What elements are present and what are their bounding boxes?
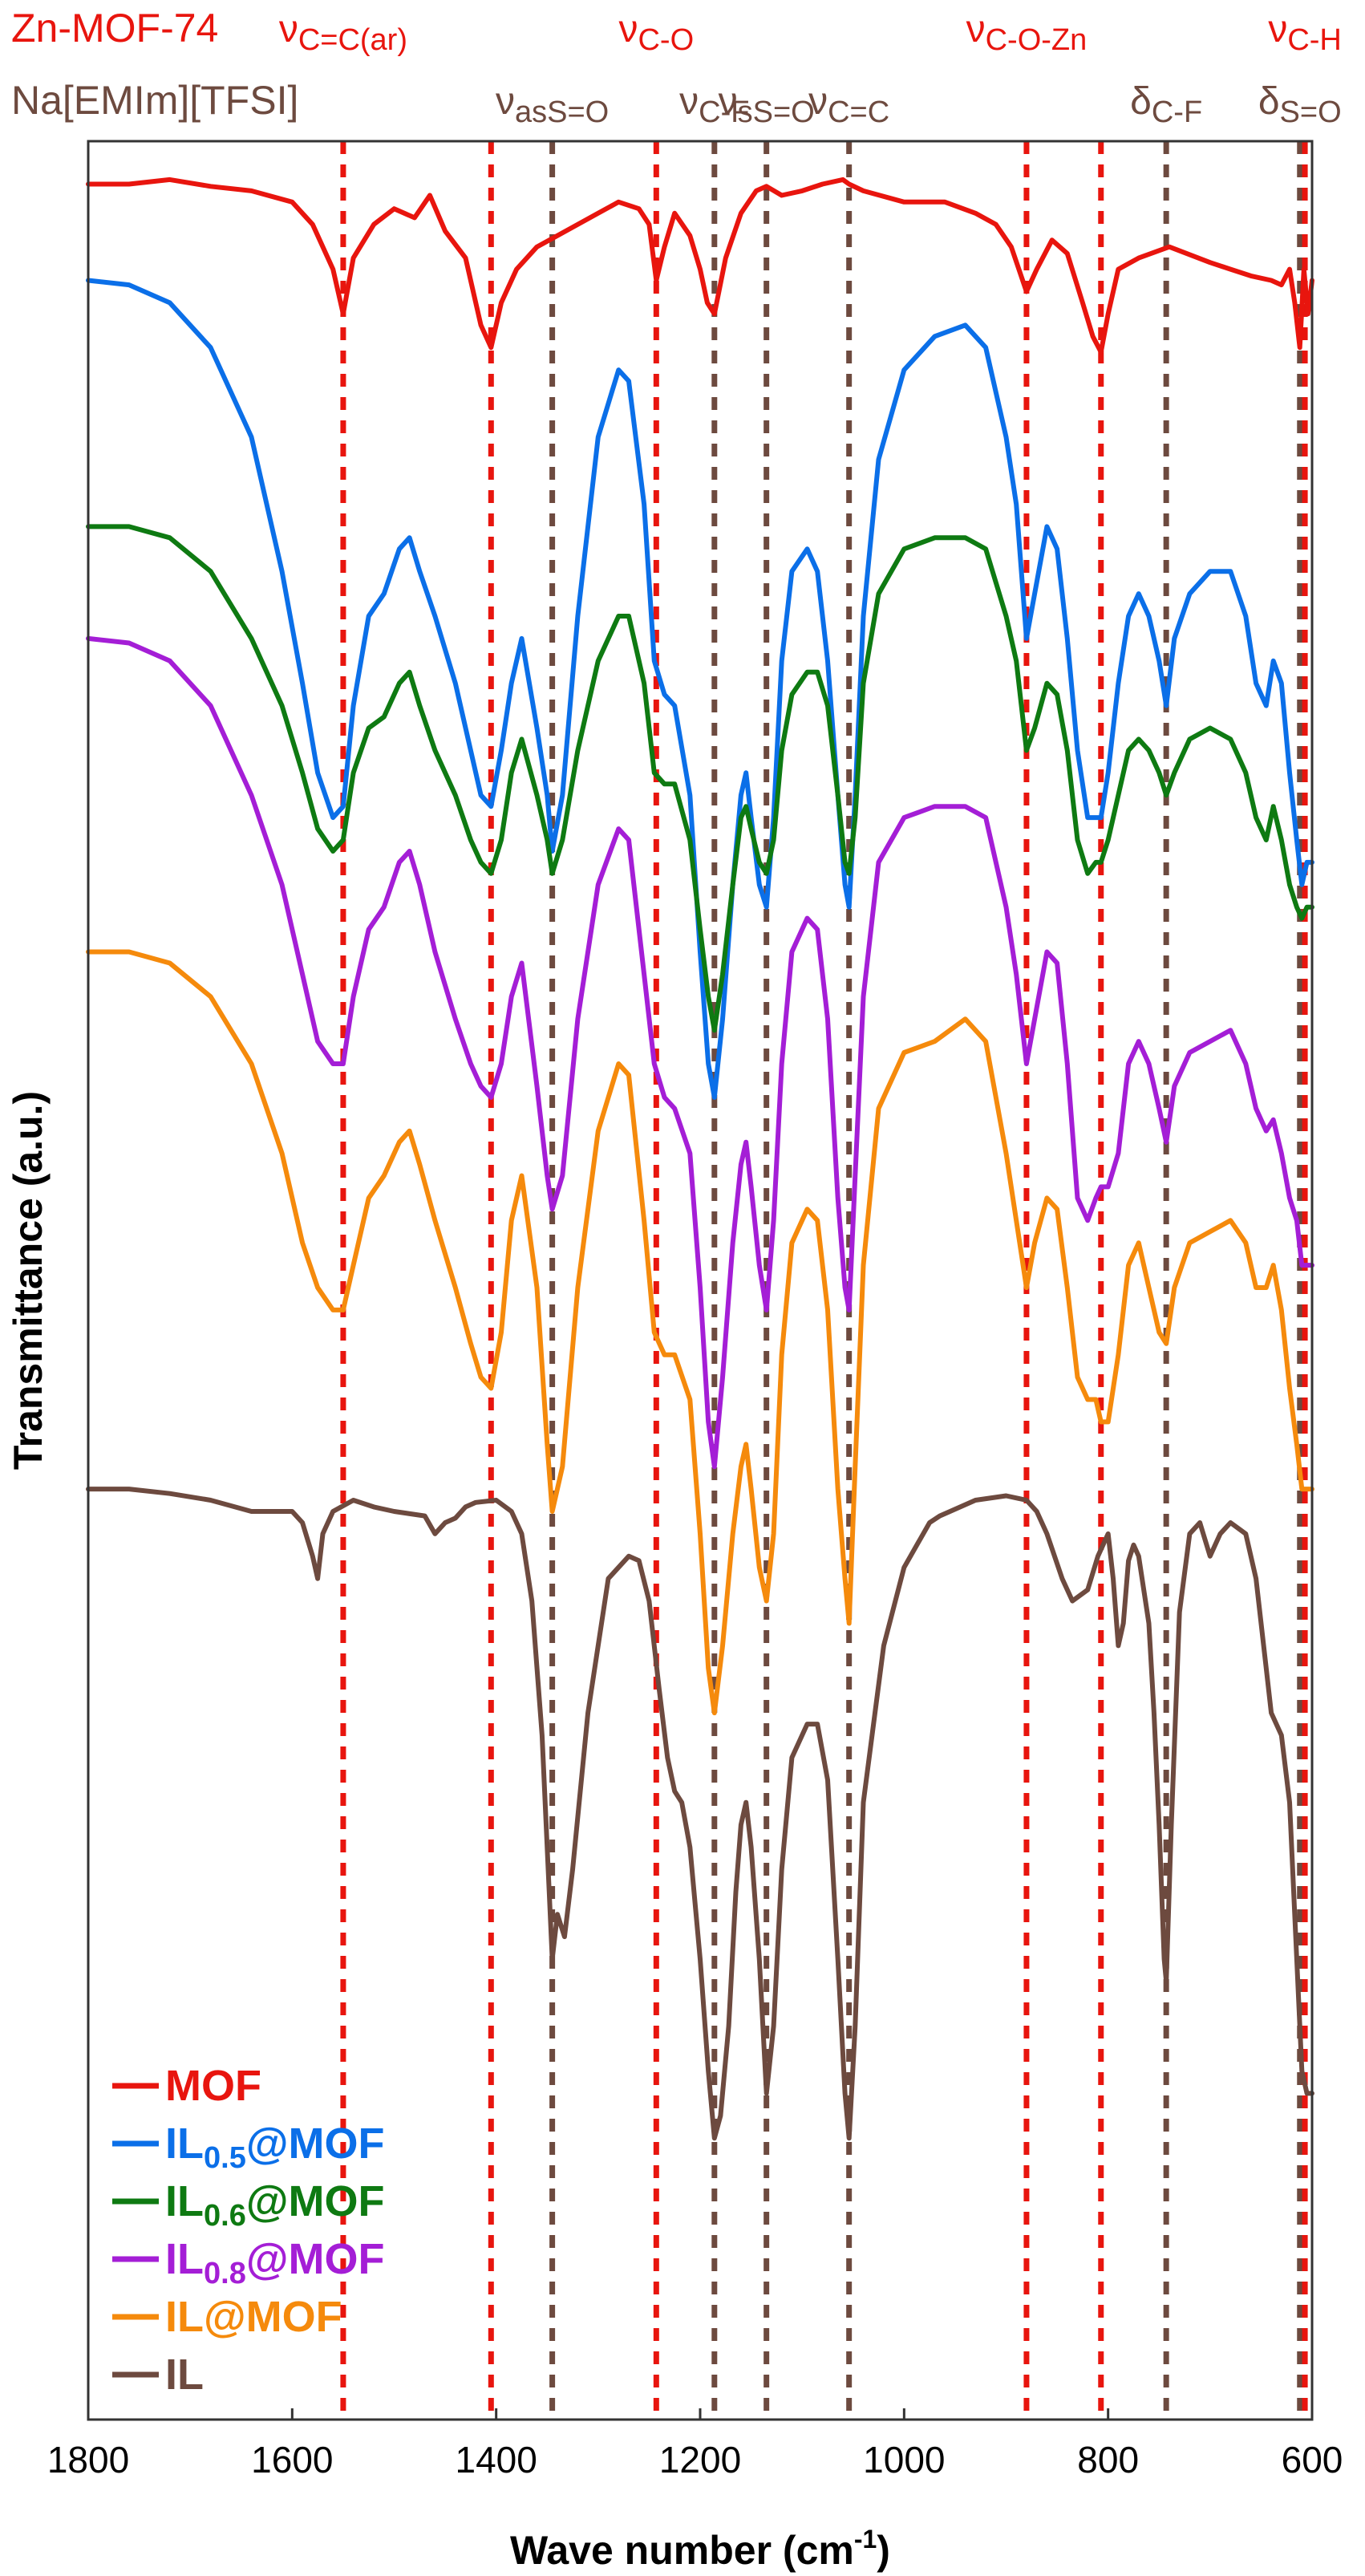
x-tick-label: 800 xyxy=(1077,2439,1139,2481)
x-tick-label: 1400 xyxy=(455,2439,537,2481)
x-axis-title-main: Wave number (cm xyxy=(510,2528,854,2573)
x-tick-label: 1800 xyxy=(47,2439,129,2481)
group-label-il: Na[EMIm][TFSI] xyxy=(11,78,298,123)
reference-labels: νC=C(ar)νasS=OνC-OνC-FνsS=OνC=CνC-O-ZnδC… xyxy=(279,8,1342,129)
reference-label-symbol: ν xyxy=(1268,8,1287,51)
x-tick-label: 1200 xyxy=(659,2439,741,2481)
x-axis-ticks: 1800 1600 1400 1200 1000 800 600 xyxy=(47,2408,1343,2481)
legend-label-subscript: 0.8 xyxy=(204,2257,246,2290)
legend-label-main: IL xyxy=(165,2177,204,2225)
legend-label-subscript: 0.6 xyxy=(204,2199,246,2233)
legend-label: IL xyxy=(165,2351,204,2399)
reference-label-subscript: C-O-Zn xyxy=(986,23,1088,57)
series-layer xyxy=(86,176,1314,2141)
reference-label: νasS=O xyxy=(496,80,609,129)
legend-label: IL0.6@MOF xyxy=(165,2177,384,2233)
reference-label: νC-H xyxy=(1268,8,1342,57)
reference-label-symbol: ν xyxy=(496,80,515,123)
legend-label-main: IL xyxy=(165,2120,204,2168)
reference-label: νC-F xyxy=(679,80,749,129)
reference-label-symbol: ν xyxy=(719,80,738,123)
reference-label-subscript: S=O xyxy=(1280,95,1342,129)
legend-label-main: IL xyxy=(165,2351,204,2399)
series-line xyxy=(86,176,1314,355)
x-tick-label: 1000 xyxy=(863,2439,945,2481)
legend-label-tail: @MOF xyxy=(246,2120,385,2168)
reference-label-symbol: δ xyxy=(1258,80,1280,123)
legend-label-main: IL xyxy=(165,2235,204,2283)
reference-label-subscript: C-O xyxy=(638,23,694,57)
legend-label: MOF xyxy=(165,2062,261,2110)
x-axis-title-end: ) xyxy=(877,2528,890,2573)
reference-label-symbol: ν xyxy=(808,80,828,123)
group-label-mof: Zn-MOF-74 xyxy=(11,6,218,51)
x-axis-title-superscript: -1 xyxy=(854,2525,877,2554)
legend-label: IL0.8@MOF xyxy=(165,2235,384,2290)
series-line xyxy=(86,949,1314,1716)
reference-label: νC-O-Zn xyxy=(966,8,1088,57)
reference-label-symbol: ν xyxy=(966,8,986,51)
reference-label-symbol: δ xyxy=(1130,80,1152,123)
legend-label-tail: @MOF xyxy=(246,2177,385,2225)
series-line xyxy=(86,635,1314,1470)
y-axis-title: Transmittance (a.u.) xyxy=(6,1091,51,1470)
reference-label: νC-O xyxy=(618,8,694,57)
legend-label-main: IL@MOF xyxy=(165,2293,342,2341)
reference-label-subscript: C=C(ar) xyxy=(298,23,407,57)
reference-label: νC=C xyxy=(808,80,889,129)
legend-label-main: MOF xyxy=(165,2062,261,2110)
legend-label-subscript: 0.5 xyxy=(204,2141,246,2175)
x-axis-title: Wave number (cm-1) xyxy=(510,2525,890,2573)
reference-label: νC=C(ar) xyxy=(279,8,407,57)
series-line xyxy=(86,524,1314,1033)
reference-label-subscript: C-H xyxy=(1287,23,1342,57)
reference-label-symbol: ν xyxy=(279,8,298,51)
series-line xyxy=(86,1487,1314,2141)
reference-label-subscript: C-F xyxy=(1152,95,1202,129)
reference-label: δS=O xyxy=(1258,80,1342,129)
legend-label: IL@MOF xyxy=(165,2293,342,2341)
legend-label-tail: @MOF xyxy=(246,2235,385,2283)
reference-label: νsS=O xyxy=(719,80,815,129)
reference-label-subscript: C=C xyxy=(828,95,889,129)
x-tick-label: 1600 xyxy=(251,2439,333,2481)
reference-label-symbol: ν xyxy=(618,8,638,51)
reference-label-subscript: asS=O xyxy=(515,95,609,129)
reference-label-subscript: sS=O xyxy=(738,95,815,129)
legend-label: IL0.5@MOF xyxy=(165,2120,384,2175)
reference-label: δC-F xyxy=(1130,80,1202,129)
x-tick-label: 600 xyxy=(1282,2439,1343,2481)
reference-lines xyxy=(340,141,1308,2420)
reference-label-symbol: ν xyxy=(679,80,699,123)
reference-label-subscript: C-F xyxy=(699,95,749,129)
